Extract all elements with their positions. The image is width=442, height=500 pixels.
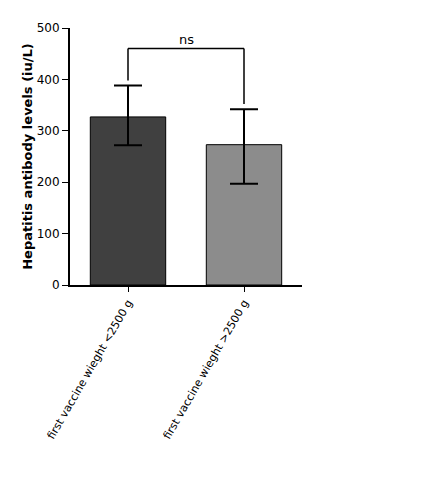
svg-text:500: 500 [37, 21, 60, 35]
svg-text:first vaccine wieght >2500 g: first vaccine wieght >2500 g [161, 297, 252, 441]
svg-text:300: 300 [37, 124, 60, 138]
svg-text:Hepatitis antibody levels (iu/: Hepatitis antibody levels (iu/L) [20, 43, 35, 270]
svg-text:ns: ns [179, 32, 194, 47]
svg-text:0: 0 [52, 278, 60, 292]
svg-text:400: 400 [37, 73, 60, 87]
svg-text:200: 200 [37, 175, 60, 189]
svg-text:first vaccine wieght <2500 g: first vaccine wieght <2500 g [45, 297, 136, 441]
svg-text:100: 100 [37, 227, 60, 241]
